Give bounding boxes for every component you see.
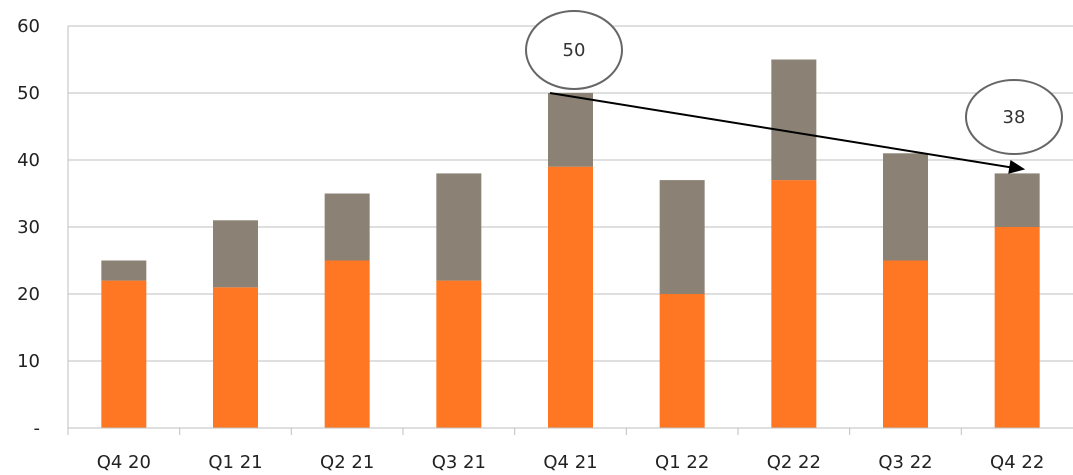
x-tick-label: Q4 20 [97,452,151,473]
axes [67,26,1073,435]
x-tick-label: Q2 21 [320,452,374,473]
x-tick-label: Q1 21 [208,452,262,473]
x-tick-label: Q1 22 [655,452,709,473]
y-tick-label: 40 [17,150,40,171]
y-tick-label: - [34,418,41,439]
y-tick-label: 10 [17,351,40,372]
trend-arrow-line [549,92,1018,170]
bar-segment-lower [883,260,928,428]
callout-ellipse [525,10,623,90]
x-tick-label: Q2 22 [767,452,821,473]
callout-label: 50 [563,40,586,61]
callout-ellipse [965,79,1063,155]
bar-segment-lower [548,166,593,428]
annotations: 50 38 [525,10,1063,174]
bar-segment-lower [771,180,817,428]
bar-segment-upper [213,220,258,288]
bar-segment-lower [324,260,370,428]
bar-segment-lower [436,280,482,428]
y-tick-label: 50 [17,83,40,104]
bar-segment-lower [101,280,147,428]
bar-segment-lower [994,227,1040,428]
bar-segment-upper [771,59,817,181]
callout-label: 38 [1003,107,1026,128]
bar-segment-upper [436,173,482,281]
x-tick-labels: Q4 20 Q1 21 Q2 21 Q3 21 Q4 21 Q1 22 Q2 22 Q3 22… [97,452,1045,473]
y-tick-label: 60 [17,16,40,37]
bar-segment-upper [883,153,928,261]
x-tick-label: Q3 22 [878,452,932,473]
bar-segment-lower [659,294,705,428]
y-tick-label: 20 [17,284,40,305]
x-tick-label: Q3 21 [432,452,486,473]
y-tick-labels: - 10 20 30 40 50 60 [17,16,40,439]
bar-segment-upper [548,93,593,167]
bar-segment-upper [994,173,1040,227]
x-tick-label: Q4 21 [543,452,597,473]
trend-arrow-head [1008,159,1026,174]
bar-segment-upper [659,180,705,294]
bar-segment-lower [213,287,258,428]
y-tick-label: 30 [17,217,40,238]
x-tick-label: Q4 22 [990,452,1044,473]
bar-segment-upper [101,260,147,281]
bar-segment-upper [324,193,370,261]
bars [101,59,1040,428]
